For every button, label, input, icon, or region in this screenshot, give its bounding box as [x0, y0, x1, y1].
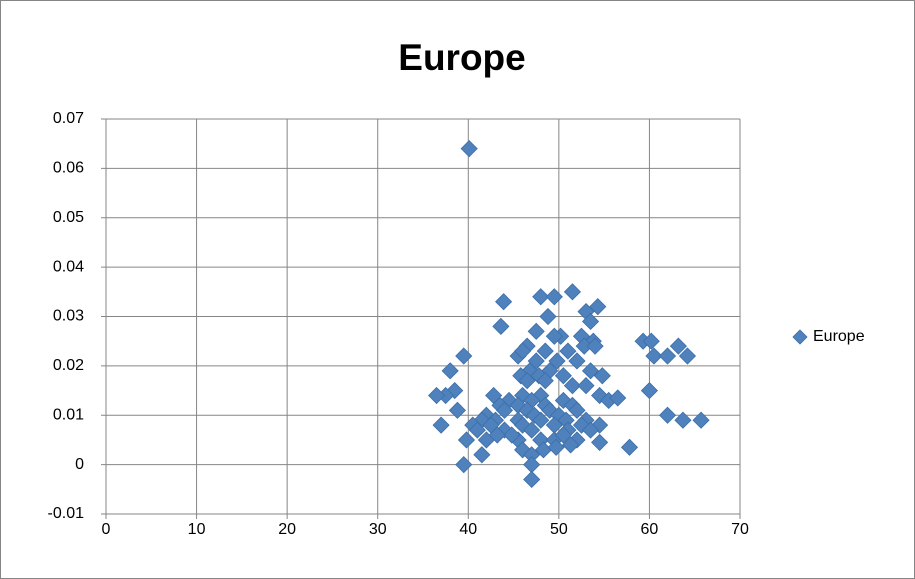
point [473, 446, 491, 464]
point [446, 381, 464, 400]
y-tick-label: 0.01 [53, 406, 84, 423]
point [492, 317, 510, 335]
y-tick-label: 0.07 [53, 110, 84, 127]
point [645, 347, 663, 365]
point [554, 391, 572, 410]
point [581, 421, 600, 439]
point [514, 441, 532, 459]
y-tick-label: 0.02 [53, 357, 84, 374]
point [523, 421, 541, 439]
y-tick-label: 0 [75, 456, 84, 473]
point [640, 381, 658, 400]
point [678, 347, 697, 365]
point [532, 411, 550, 429]
point [568, 401, 586, 419]
point [658, 406, 677, 424]
point [692, 411, 710, 429]
point [495, 421, 514, 439]
point [609, 389, 627, 407]
point [581, 312, 600, 331]
point [432, 416, 450, 434]
point [514, 416, 532, 434]
point [581, 362, 600, 380]
point [495, 401, 514, 419]
x-tick-label: 60 [641, 521, 659, 538]
point [562, 436, 580, 454]
point [620, 438, 639, 456]
point [591, 416, 609, 434]
legend-label: Europe [813, 328, 865, 345]
point [589, 298, 607, 316]
y-tick-label: -0.01 [48, 505, 85, 522]
point [547, 438, 565, 456]
point [455, 347, 473, 365]
point [514, 342, 532, 360]
point [674, 411, 692, 429]
point [669, 337, 687, 355]
point [518, 401, 536, 419]
y-tick-label: 0.05 [53, 209, 84, 226]
legend-marker [792, 329, 808, 345]
point [441, 362, 459, 380]
point [591, 433, 609, 451]
point [523, 470, 541, 489]
point [548, 352, 566, 370]
y-tick-label: 0.06 [53, 160, 84, 177]
point [559, 342, 577, 360]
point [532, 288, 550, 306]
point [577, 377, 595, 395]
point [468, 421, 486, 439]
point [503, 426, 521, 444]
point [539, 307, 557, 326]
point [593, 367, 611, 385]
point [518, 372, 536, 390]
point [586, 337, 604, 355]
point [457, 431, 476, 449]
point [525, 406, 543, 424]
x-tick-label: 50 [550, 521, 568, 538]
point [545, 288, 563, 306]
point [642, 332, 660, 350]
point [536, 342, 554, 360]
point [658, 347, 677, 365]
point [536, 372, 554, 390]
point [495, 293, 513, 311]
point [448, 401, 466, 419]
point [568, 352, 586, 370]
y-tick-label: 0.03 [53, 308, 84, 325]
point [563, 283, 582, 301]
x-tick-label: 70 [731, 521, 749, 538]
point [554, 367, 572, 385]
x-tick-label: 10 [188, 521, 206, 538]
point [563, 377, 582, 395]
point [545, 327, 563, 345]
point [568, 431, 586, 449]
x-tick-label: 40 [459, 521, 477, 538]
point [488, 426, 506, 444]
point [428, 386, 446, 405]
point [455, 456, 473, 474]
point [541, 401, 559, 419]
x-tick-label: 20 [278, 521, 296, 538]
y-tick-label: 0.04 [53, 258, 84, 275]
x-tick-label: 0 [102, 521, 111, 538]
point [460, 140, 478, 158]
point [527, 322, 545, 340]
point [554, 426, 572, 444]
chart-title: Europe [398, 37, 525, 78]
x-tick-label: 30 [369, 521, 387, 538]
